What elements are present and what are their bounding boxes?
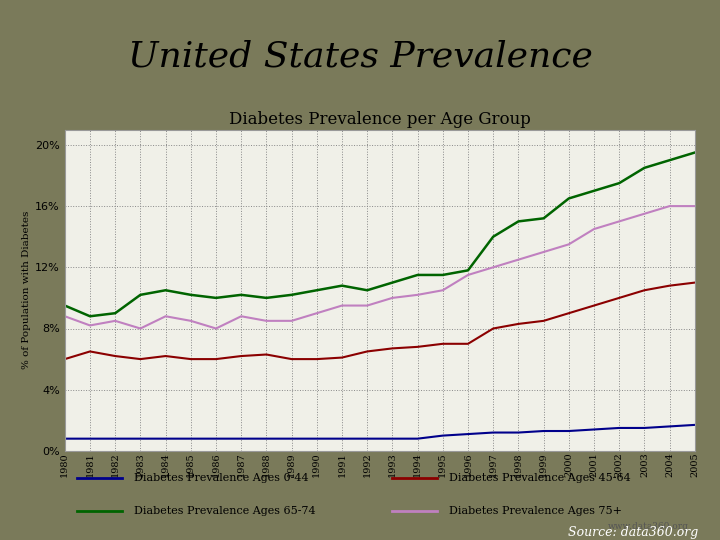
- Text: www.data360.org: www.data360.org: [608, 522, 688, 531]
- Title: Diabetes Prevalence per Age Group: Diabetes Prevalence per Age Group: [229, 111, 531, 128]
- Text: Diabetes Prevalence Ages 45-64: Diabetes Prevalence Ages 45-64: [449, 473, 631, 483]
- Y-axis label: % of Population with Diabetes: % of Population with Diabetes: [22, 211, 31, 369]
- Text: Diabetes Prevalence Ages 75+: Diabetes Prevalence Ages 75+: [449, 506, 622, 516]
- Text: Source: data360.org: Source: data360.org: [568, 526, 698, 539]
- Text: Diabetes Prevalence Ages 65-74: Diabetes Prevalence Ages 65-74: [134, 506, 316, 516]
- Text: Diabetes Prevalence Ages 0-44: Diabetes Prevalence Ages 0-44: [134, 473, 309, 483]
- Text: United States Prevalence: United States Prevalence: [127, 40, 593, 73]
